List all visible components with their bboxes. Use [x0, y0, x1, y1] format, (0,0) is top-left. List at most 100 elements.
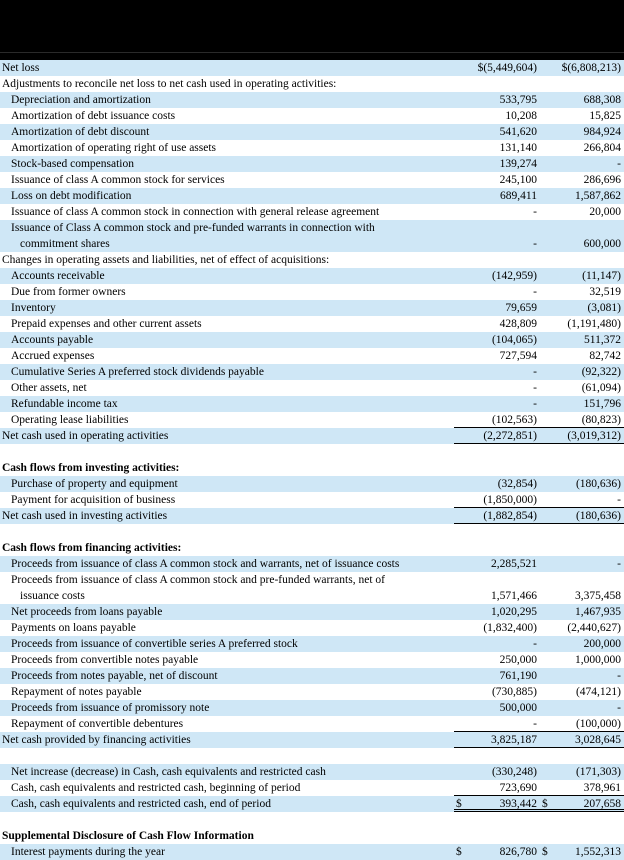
- table-row: Amortization of debt issuance costs 10,20…: [0, 108, 624, 124]
- amount-value: (180,636): [575, 478, 621, 490]
- row-label: Proceeds from notes payable, net of disc…: [11, 670, 218, 682]
- row-label: Interest payments during the year: [11, 846, 165, 858]
- table-row: Refundable income tax - 151,796: [0, 396, 624, 412]
- table-row: Adjustments to reconcile net loss to net…: [0, 76, 624, 92]
- amount-year1-cell: -: [454, 716, 540, 732]
- amount-year1-cell: 139,274: [454, 156, 540, 172]
- row-label: Amortization of operating right of use a…: [11, 142, 217, 154]
- amount-year1-cell: 3,825,187: [454, 732, 540, 748]
- amount-year2-cell: -: [540, 156, 624, 172]
- row-label: issuance costs: [20, 590, 85, 602]
- table-row: Proceeds from convertible notes payable 2…: [0, 652, 624, 668]
- amount-value: 20,000: [589, 206, 621, 218]
- amount-value: 3,028,645: [575, 734, 621, 746]
- amount-value: 428,809: [499, 318, 537, 330]
- amount-value: 600,000: [583, 238, 621, 250]
- row-label: Repayment of convertible debentures: [11, 718, 184, 730]
- amount-year2-cell: 266,804: [540, 140, 624, 156]
- cashflow-table: Net loss $(5,449,604) $(6,808,213) Adjustme…: [0, 60, 624, 860]
- amount-year2-cell: 1,587,862: [540, 188, 624, 204]
- table-row: Payments on loans payable (1,832,400) (2,4…: [0, 620, 624, 636]
- amount-value: 286,696: [583, 174, 621, 186]
- currency-symbol: $: [542, 798, 548, 810]
- table-row: Operating lease liabilities (102,563) (80,…: [0, 412, 624, 428]
- header-divider-line: [0, 52, 624, 53]
- amount-value: 826,780: [499, 846, 537, 858]
- amount-value: (92,322): [581, 366, 621, 378]
- amount-value: 723,690: [499, 782, 537, 794]
- table-row: Net cash used in operating activities (2,…: [0, 428, 624, 444]
- amount-value: (1,191,480): [567, 318, 621, 330]
- amount-year1-cell: $826,780: [454, 844, 540, 860]
- row-label: Accounts receivable: [11, 270, 105, 282]
- row-label: Refundable income tax: [11, 398, 118, 410]
- row-label: Repayment of notes payable: [11, 686, 142, 698]
- row-label: Due from former owners: [11, 286, 126, 298]
- amount-year2-cell: -: [540, 700, 624, 716]
- amount-value: 266,804: [583, 142, 621, 154]
- redacted-table-header: [0, 0, 624, 60]
- amount-year1-cell: 1,020,295: [454, 604, 540, 620]
- amount-year1-cell: 245,100: [454, 172, 540, 188]
- amount-year1-cell: 2,285,521: [454, 556, 540, 572]
- amount-year1-cell: 10,208: [454, 108, 540, 124]
- row-label: Net cash provided by financing activitie…: [2, 734, 191, 746]
- amount-year1-cell: (142,959): [454, 268, 540, 284]
- table-row: Changes in operating assets and liabilit…: [0, 252, 624, 268]
- amount-value: 1,571,466: [491, 590, 537, 602]
- row-label: Changes in operating assets and liabilit…: [2, 254, 330, 266]
- amount-value: 200,000: [583, 638, 621, 650]
- amount-year1-cell: 131,140: [454, 140, 540, 156]
- table-row: [0, 444, 624, 460]
- amount-year2-cell: (171,303): [540, 764, 624, 780]
- amount-value: 511,372: [584, 334, 621, 346]
- amount-value: 541,620: [499, 126, 537, 138]
- amount-value: (171,303): [575, 766, 621, 778]
- amount-year2-cell: 151,796: [540, 396, 624, 412]
- currency-symbol: $: [542, 846, 548, 858]
- row-label: Accrued expenses: [11, 350, 95, 362]
- amount-value: (32,854): [497, 478, 537, 490]
- table-row: Proceeds from issuance of convertible se…: [0, 636, 624, 652]
- amount-year2-cell: 600,000: [540, 236, 624, 252]
- amount-year1-cell: 500,000: [454, 700, 540, 716]
- amount-value: -: [617, 558, 621, 570]
- table-row: Proceeds from issuance of class A common…: [0, 572, 624, 588]
- amount-value: 15,825: [589, 110, 621, 122]
- row-label: Issuance of Class A common stock and pre…: [11, 222, 375, 234]
- table-row: Cumulative Series A preferred stock divi…: [0, 364, 624, 380]
- amount-value: 1,587,862: [575, 190, 621, 202]
- amount-year2-cell: (92,322): [540, 364, 624, 380]
- table-row: commitment shares - 600,000: [0, 236, 624, 252]
- table-row: Accounts receivable (142,959) (11,147): [0, 268, 624, 284]
- amount-year2-cell: (11,147): [540, 268, 624, 284]
- amount-value: 10,208: [505, 110, 537, 122]
- amount-value: 3,825,187: [491, 734, 537, 746]
- amount-year2-cell: (80,823): [540, 412, 624, 428]
- table-row: Proceeds from issuance of class A common…: [0, 556, 624, 572]
- currency-symbol: $: [456, 798, 462, 810]
- table-row: Supplemental Disclosure of Cash Flow Inf…: [0, 828, 624, 844]
- table-row: [0, 812, 624, 828]
- amount-year2-cell: (100,000): [540, 716, 624, 732]
- row-label: Net proceeds from loans payable: [11, 606, 163, 618]
- amount-value: $(6,808,213): [561, 62, 621, 74]
- row-label: Proceeds from issuance of promissory not…: [11, 702, 210, 714]
- amount-value: 1,552,313: [575, 846, 621, 858]
- row-label: Loss on debt modification: [11, 190, 132, 202]
- row-label: Cash flows from investing activities:: [2, 462, 180, 474]
- table-row: Proceeds from issuance of promissory not…: [0, 700, 624, 716]
- amount-year2-cell: 82,742: [540, 348, 624, 364]
- amount-year1-cell: -: [454, 636, 540, 652]
- amount-value: 378,961: [583, 782, 621, 794]
- amount-value: 1,000,000: [575, 654, 621, 666]
- amount-value: 761,190: [499, 670, 537, 682]
- amount-value: 500,000: [499, 702, 537, 714]
- amount-year1-cell: (330,248): [454, 764, 540, 780]
- row-label: Depreciation and amortization: [11, 94, 151, 106]
- table-row: Repayment of convertible debentures - (100…: [0, 716, 624, 732]
- amount-year2-cell: $(6,808,213): [540, 60, 624, 76]
- amount-value: 689,411: [500, 190, 537, 202]
- amount-value: -: [533, 382, 537, 394]
- amount-year1-cell: 428,809: [454, 316, 540, 332]
